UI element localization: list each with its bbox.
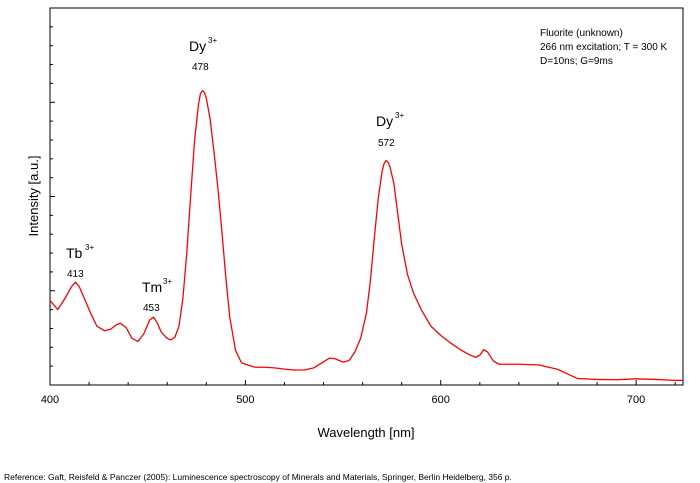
annotation-tm-453: Tm 3+ 453 [142,277,172,314]
annotation-wavelength: 572 [378,138,395,149]
annotation-tb-413: Tb 3+ 413 [66,243,94,280]
annotation-charge: 3+ [208,36,217,45]
x-tick-label: 500 [236,394,254,406]
y-axis-title: Intensity [a.u.] [26,156,41,237]
y-axis-ticks [50,7,55,386]
x-tick-label: 600 [432,394,450,406]
spectrum-series-line [49,89,683,381]
info-line: Fluorite (unknown) [540,28,623,39]
x-tick-label: 700 [627,394,645,406]
annotation-charge: 3+ [163,277,172,286]
annotation-charge: 3+ [395,111,404,120]
measurement-info: Fluorite (unknown) 266 nm excitation; T … [540,28,668,67]
annotation-wavelength: 413 [67,269,84,280]
info-line: D=10ns; G=9ms [540,56,613,67]
annotation-wavelength: 478 [192,62,209,73]
annotation-ion: Tb [66,245,83,261]
x-axis-title: Wavelength [nm] [317,425,414,440]
reference-note: Reference: Gaft, Reisfeld & Panczer (200… [4,472,512,482]
x-axis-ticks: 400 500 600 700 [41,380,676,406]
annotation-ion: Dy [189,38,206,54]
annotation-dy-572: Dy 3+ 572 [376,111,404,149]
annotation-ion: Dy [376,113,393,129]
x-tick-label: 400 [41,394,59,406]
annotation-ion: Tm [142,279,162,295]
annotation-wavelength: 453 [143,303,160,314]
annotation-dy-478: Dy 3+ 478 [189,36,217,73]
info-line: 266 nm excitation; T = 300 K [540,42,668,53]
annotation-charge: 3+ [85,243,94,252]
